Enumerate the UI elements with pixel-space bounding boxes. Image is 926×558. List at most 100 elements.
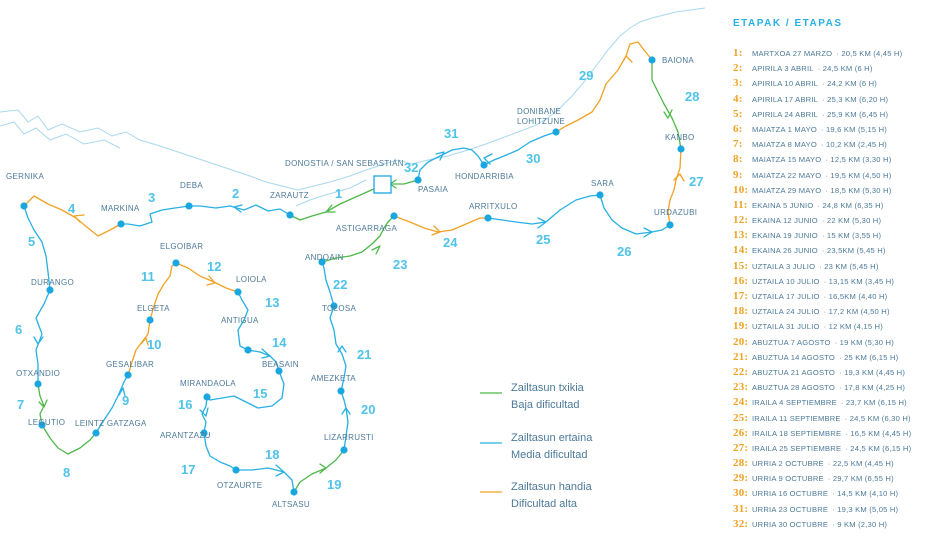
place-dot-gernika[interactable]	[20, 202, 28, 210]
stage-row-distance: · 12,5 KM (3,30 H)	[825, 155, 892, 165]
place-label-loiola: LOIOLA	[236, 275, 267, 284]
place-label-astigarraga: ASTIGARRAGA	[336, 224, 397, 233]
stage-row: 21: ABUZTUA 14 AGOSTO · 25 KM (6,15 H)	[733, 350, 923, 365]
stage-row-number: 30:	[733, 487, 749, 500]
place-dot-lizarrusti[interactable]	[340, 446, 348, 454]
stage-number-14: 14	[272, 335, 287, 350]
place-dot-sara[interactable]	[596, 191, 604, 199]
place-label-markina: MARKINA	[101, 204, 140, 213]
place-dot-pasaia[interactable]	[414, 176, 422, 184]
route-arrow	[623, 55, 633, 63]
place-dot-otzaurte[interactable]	[232, 466, 240, 474]
place-dot-antigua[interactable]	[244, 346, 252, 354]
stage-row-date: IRAILA 4 SEPTIEMBRE	[752, 398, 837, 408]
route-stage-24	[393, 215, 489, 233]
stage-row-date: URRIA 9 OCTUBRE	[752, 474, 824, 484]
stage-row-number: 22:	[733, 365, 749, 378]
place-dot-arantzazu[interactable]	[200, 429, 208, 437]
stage-row-date: UZTAILA 31 JULIO	[752, 322, 820, 332]
stage-number-4: 4	[68, 201, 76, 216]
route-stage-18	[235, 467, 295, 493]
stage-row-number: 23:	[733, 381, 749, 394]
place-dot-arritxulo[interactable]	[484, 214, 492, 222]
stage-number-8: 8	[63, 465, 70, 480]
place-label-baiona: BAIONA	[662, 56, 694, 65]
stage-number-16: 16	[178, 397, 192, 412]
place-dot-otxandio[interactable]	[34, 380, 42, 388]
stage-row-date: UZTAILA 3 JULIO	[752, 261, 816, 271]
route-arrow	[371, 245, 381, 255]
route-arrow	[325, 204, 336, 213]
place-dot-altsasu[interactable]	[290, 488, 298, 496]
place-dot-amezketa[interactable]	[337, 387, 345, 395]
stage-row: 17: UZTAILA 17 JULIO · 16,5KM (4,40 H)	[733, 289, 923, 304]
route-stage-27	[667, 148, 682, 226]
stage-row: 2: APIRILA 3 ABRIL · 24,5 KM (6 H)	[733, 61, 923, 76]
route-arrow	[337, 345, 347, 353]
place-dot-loiola[interactable]	[234, 288, 242, 296]
place-label-hondarribia: HONDARRIBIA	[455, 172, 514, 181]
stage-row-number: 26:	[733, 426, 749, 439]
place-dot-baiona[interactable]	[648, 56, 656, 64]
stage-number-5: 5	[28, 234, 35, 249]
route-arrow	[199, 407, 209, 417]
route-stage-15	[206, 370, 285, 409]
place-label-donostia: DONOSTIA / SAN SEBASTIÁN	[285, 159, 404, 168]
legend-high-label-2: Dificultad alta	[511, 498, 578, 510]
place-dot-beasain[interactable]	[275, 367, 283, 375]
place-dot-gesalibar[interactable]	[124, 371, 132, 379]
stage-row-distance: · 19,3 KM (4,45 H)	[839, 367, 906, 377]
stage-row-distance: · 17,2 KM (4,50 H)	[823, 307, 890, 317]
place-label-leintz: LEINTZ GATZAGA	[75, 419, 147, 428]
place-dot-legutio[interactable]	[38, 421, 46, 429]
place-dot-kanbo[interactable]	[677, 145, 685, 153]
stage-row-distance: · 25,3 KM (6,20 H)	[822, 94, 889, 104]
stage-row-date: EKAINA 19 JUNIO	[752, 231, 818, 241]
stage-row-number: 7:	[733, 138, 743, 151]
stage-number-7: 7	[17, 397, 24, 412]
place-dot-hondarribia[interactable]	[480, 161, 488, 169]
place-dot-leintz-gatzaga[interactable]	[92, 429, 100, 437]
route-arrow	[38, 399, 48, 408]
place-dot-urdazubi[interactable]	[666, 221, 674, 229]
route-stage-8	[41, 424, 97, 455]
stage-row-number: 17:	[733, 290, 749, 302]
place-dot-andoain[interactable]	[318, 258, 326, 266]
place-label-altsasu: ALTSASU	[272, 500, 310, 509]
place-dot-durango[interactable]	[46, 286, 54, 294]
stage-number-15: 15	[253, 386, 267, 401]
place-dot-deba[interactable]	[185, 202, 193, 210]
place-label-sara: SARA	[591, 179, 614, 188]
coastline	[295, 179, 367, 207]
place-dot-donibane[interactable]	[552, 128, 560, 136]
stage-number-11: 11	[141, 269, 155, 284]
place-dot-mirandaola[interactable]	[203, 393, 211, 401]
place-dot-tolosa[interactable]	[330, 302, 338, 310]
stage-row-distance: · 14,5 KM (4,10 H)	[832, 489, 899, 499]
place-dot-markina[interactable]	[117, 220, 125, 228]
place-label-gernika: GERNIKA	[6, 172, 44, 181]
stage-row-date: APIRILA 3 ABRIL	[752, 64, 814, 74]
stage-row-distance: · 19,6 KM (5,15 H)	[820, 124, 888, 134]
legend-medium-label-1: Zailtasun ertaina	[511, 432, 593, 444]
route-stage-17	[203, 432, 237, 471]
stage-number-25: 25	[536, 232, 550, 247]
route-arrow	[73, 214, 85, 223]
place-dot-elgoibar[interactable]	[172, 259, 180, 267]
place-dot-zarautz[interactable]	[286, 211, 294, 219]
stage-row: 14: EKAINA 26 JUNIO · 23,5KM (5,45 H)	[733, 243, 923, 258]
stage-row: 6: MAIATZA 1 MAYO · 19,6 KM (5,15 H)	[733, 122, 923, 137]
stage-number-31: 31	[444, 126, 458, 141]
place-dot-elgeta[interactable]	[146, 316, 154, 324]
place-dot-astigarraga[interactable]	[390, 212, 398, 220]
route-arrow	[435, 151, 445, 161]
route-stage-29	[555, 41, 653, 133]
route-stage-5	[23, 205, 51, 291]
stage-number-18: 18	[265, 447, 279, 462]
stage-row: 7: MAIATZA 8 MAYO · 10,2 KM (2,45 H)	[733, 137, 923, 152]
stage-number-2: 2	[232, 186, 239, 201]
stage-number-24: 24	[443, 235, 458, 250]
stage-row-number: 2:	[733, 62, 743, 75]
stage-row-distance: · 24,2 KM (6 H)	[822, 79, 878, 89]
